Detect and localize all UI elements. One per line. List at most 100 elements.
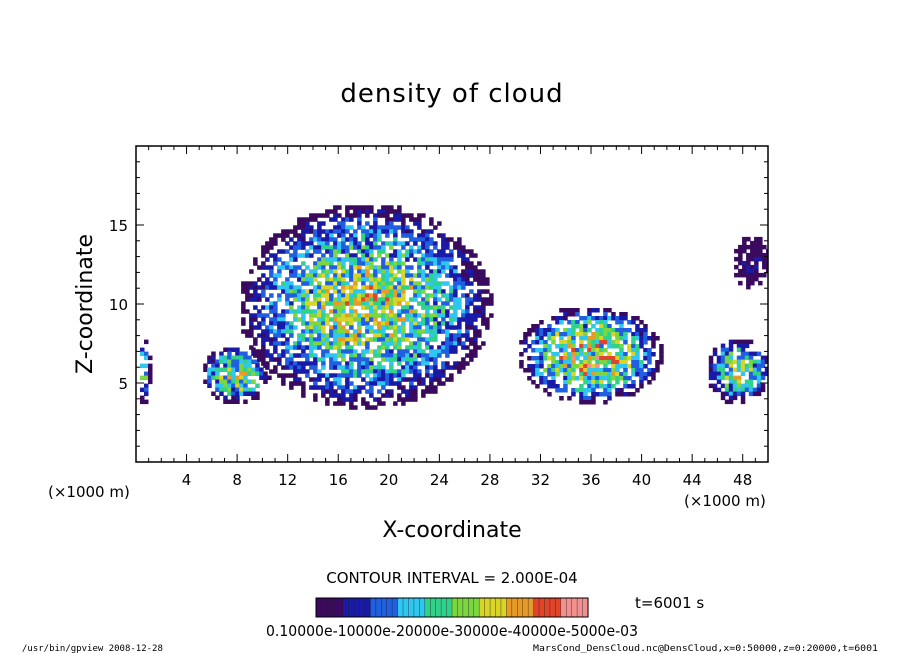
density-cell <box>381 249 386 254</box>
density-cell <box>361 353 366 358</box>
density-cell <box>643 340 648 345</box>
density-cell <box>361 209 366 214</box>
density-cell <box>301 293 306 298</box>
density-cell <box>329 381 334 386</box>
density-cell <box>437 325 442 330</box>
density-cell <box>720 395 726 401</box>
density-cell <box>369 365 374 370</box>
density-cell <box>369 337 374 342</box>
density-cell <box>481 313 486 318</box>
density-cell <box>235 347 240 352</box>
density-cell <box>595 360 600 365</box>
density-cell <box>369 265 374 270</box>
density-cell <box>309 321 314 326</box>
density-cell <box>441 329 446 334</box>
density-cell <box>377 321 382 326</box>
density-cell <box>437 221 442 226</box>
density-cell <box>301 329 306 334</box>
density-cell <box>365 293 370 298</box>
density-cell <box>619 328 624 333</box>
density-cell <box>457 249 462 254</box>
density-cell <box>587 348 592 353</box>
density-cell <box>591 308 596 313</box>
density-cell <box>341 265 346 270</box>
density-cell <box>261 345 266 350</box>
density-cell <box>329 341 334 346</box>
density-cell <box>235 375 240 380</box>
density-cell <box>567 380 572 385</box>
density-cell <box>349 381 354 386</box>
density-cell <box>389 229 394 234</box>
density-cell <box>325 345 330 350</box>
density-cell <box>421 349 426 354</box>
density-cell <box>277 361 282 366</box>
density-cell <box>555 332 560 337</box>
density-cell <box>607 372 612 377</box>
density-cell <box>277 373 282 378</box>
density-cell <box>551 352 556 357</box>
density-cell <box>659 348 664 353</box>
density-cell <box>433 297 438 302</box>
density-cell <box>369 389 374 394</box>
density-cell <box>449 333 454 338</box>
density-cell <box>365 249 370 254</box>
density-cell <box>301 345 306 350</box>
density-cell <box>148 371 153 377</box>
density-cell <box>349 349 354 354</box>
density-cell <box>273 365 278 370</box>
density-cell <box>381 313 386 318</box>
density-cell <box>539 364 544 369</box>
density-cell <box>461 261 466 266</box>
density-cell <box>321 269 326 274</box>
density-cell <box>732 391 738 397</box>
density-cell <box>413 297 418 302</box>
density-cell <box>373 369 378 374</box>
density-cell <box>281 261 286 266</box>
density-cell <box>567 368 572 373</box>
density-cell <box>539 356 544 361</box>
density-cell <box>437 261 442 266</box>
density-cell <box>285 337 290 342</box>
density-cell <box>313 369 318 374</box>
density-cell <box>281 285 286 290</box>
density-cell <box>349 237 354 242</box>
density-cell <box>571 360 576 365</box>
density-cell <box>317 221 322 226</box>
density-cell <box>746 252 751 258</box>
density-cell <box>313 273 318 278</box>
density-cell <box>243 363 248 368</box>
density-cell <box>301 305 306 310</box>
density-cell <box>595 332 600 337</box>
density-cell <box>587 396 592 401</box>
density-cell <box>353 385 358 390</box>
density-cell <box>401 325 406 330</box>
density-cell <box>583 368 588 373</box>
density-cell <box>321 389 326 394</box>
density-cell <box>345 349 350 354</box>
density-cell <box>724 399 730 405</box>
density-cell <box>325 293 330 298</box>
density-cell <box>301 381 306 386</box>
density-cell <box>337 241 342 246</box>
density-cell <box>712 347 718 353</box>
density-cell <box>425 309 430 314</box>
density-cell <box>381 261 386 266</box>
density-cell <box>405 309 410 314</box>
density-cell <box>261 321 266 326</box>
density-cell <box>728 399 734 405</box>
density-cell <box>587 336 592 341</box>
density-cell <box>425 273 430 278</box>
density-cell <box>369 357 374 362</box>
density-cell <box>269 237 274 242</box>
density-cell <box>535 348 540 353</box>
density-cell <box>599 376 604 381</box>
density-cell <box>433 369 438 374</box>
density-cell <box>567 332 572 337</box>
density-cell <box>429 333 434 338</box>
density-cell <box>341 313 346 318</box>
density-cell <box>281 329 286 334</box>
density-cell <box>381 365 386 370</box>
density-cell <box>599 352 604 357</box>
density-cell <box>313 345 318 350</box>
density-cell <box>595 372 600 377</box>
